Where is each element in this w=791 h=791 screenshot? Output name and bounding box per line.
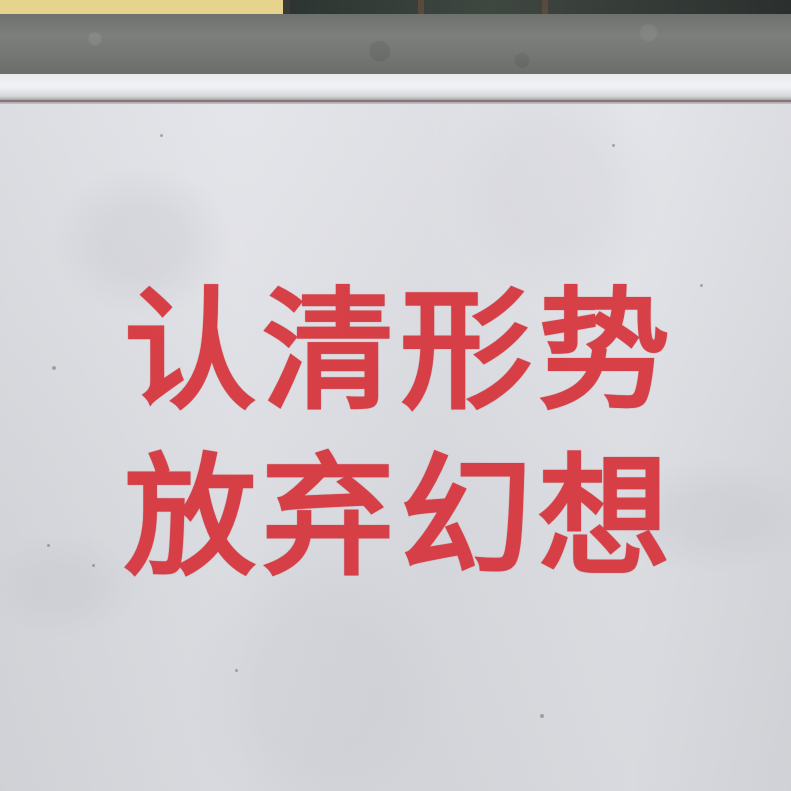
- painted-slogan: 认清形势 放弃幻想: [110, 272, 690, 598]
- slogan-line-1: 认清形势: [124, 275, 676, 429]
- yellow-building-facade: [0, 0, 283, 14]
- whitewashed-wall: [0, 104, 791, 791]
- wall-ledge: [0, 74, 791, 102]
- window-mullion: [418, 0, 424, 14]
- window-mullion: [542, 0, 548, 14]
- wall-speck: [700, 284, 703, 287]
- wall-speck: [47, 544, 50, 547]
- ledge-shadow: [0, 100, 791, 106]
- slogan-line-2: 放弃幻想: [124, 441, 676, 595]
- wall-speck: [92, 564, 95, 567]
- wall-speck: [160, 134, 163, 137]
- wall-speck: [52, 366, 56, 370]
- wall-speck: [540, 714, 544, 718]
- wall-speck: [612, 144, 615, 147]
- concrete-wall-cap: [0, 14, 791, 76]
- wall-speck: [235, 669, 238, 672]
- window-glass: [290, 0, 791, 14]
